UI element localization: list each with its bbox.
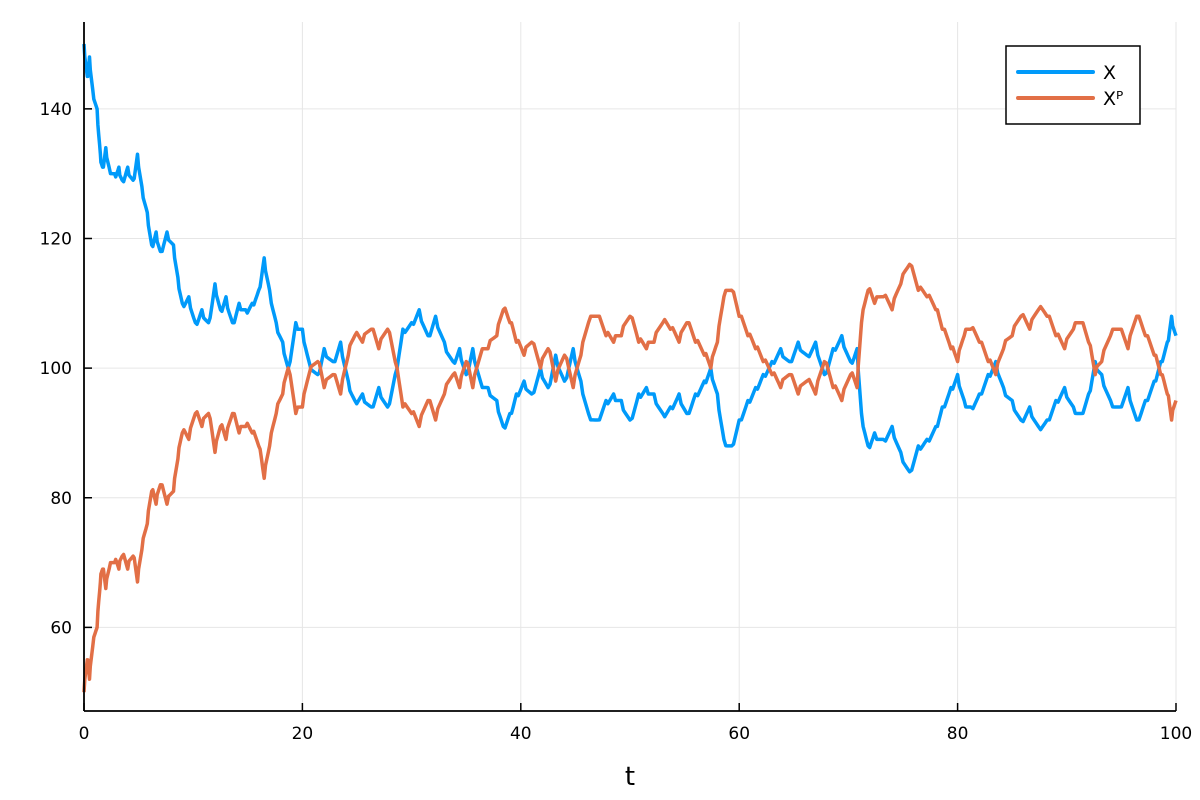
x-tick-label: 100 (1160, 724, 1192, 744)
series-line-xp (82, 262, 1178, 693)
x-tick-label: 20 (292, 724, 314, 744)
y-tick-label: 80 (50, 489, 72, 509)
axes (83, 22, 1177, 712)
legend: X Xᴾ (1005, 45, 1141, 125)
y-tick-label: 140 (40, 100, 72, 120)
legend-label-x: X (1103, 62, 1116, 84)
x-tick-label: 60 (728, 724, 750, 744)
legend-label-xp: Xᴾ (1103, 88, 1123, 110)
x-tick-label: 40 (510, 724, 532, 744)
x-tick-label: 0 (79, 724, 90, 744)
y-tick-label: 120 (40, 229, 72, 249)
y-tick-label: 60 (50, 618, 72, 638)
legend-box (1005, 45, 1141, 125)
gridlines (84, 22, 1177, 711)
x-tick-label: 80 (947, 724, 969, 744)
data-series (82, 43, 1178, 693)
x-axis-title: t (625, 762, 635, 792)
tick-labels: 0 20 40 60 80 100 60 80 100 120 140 (40, 100, 1193, 744)
y-tick-label: 100 (40, 359, 72, 379)
